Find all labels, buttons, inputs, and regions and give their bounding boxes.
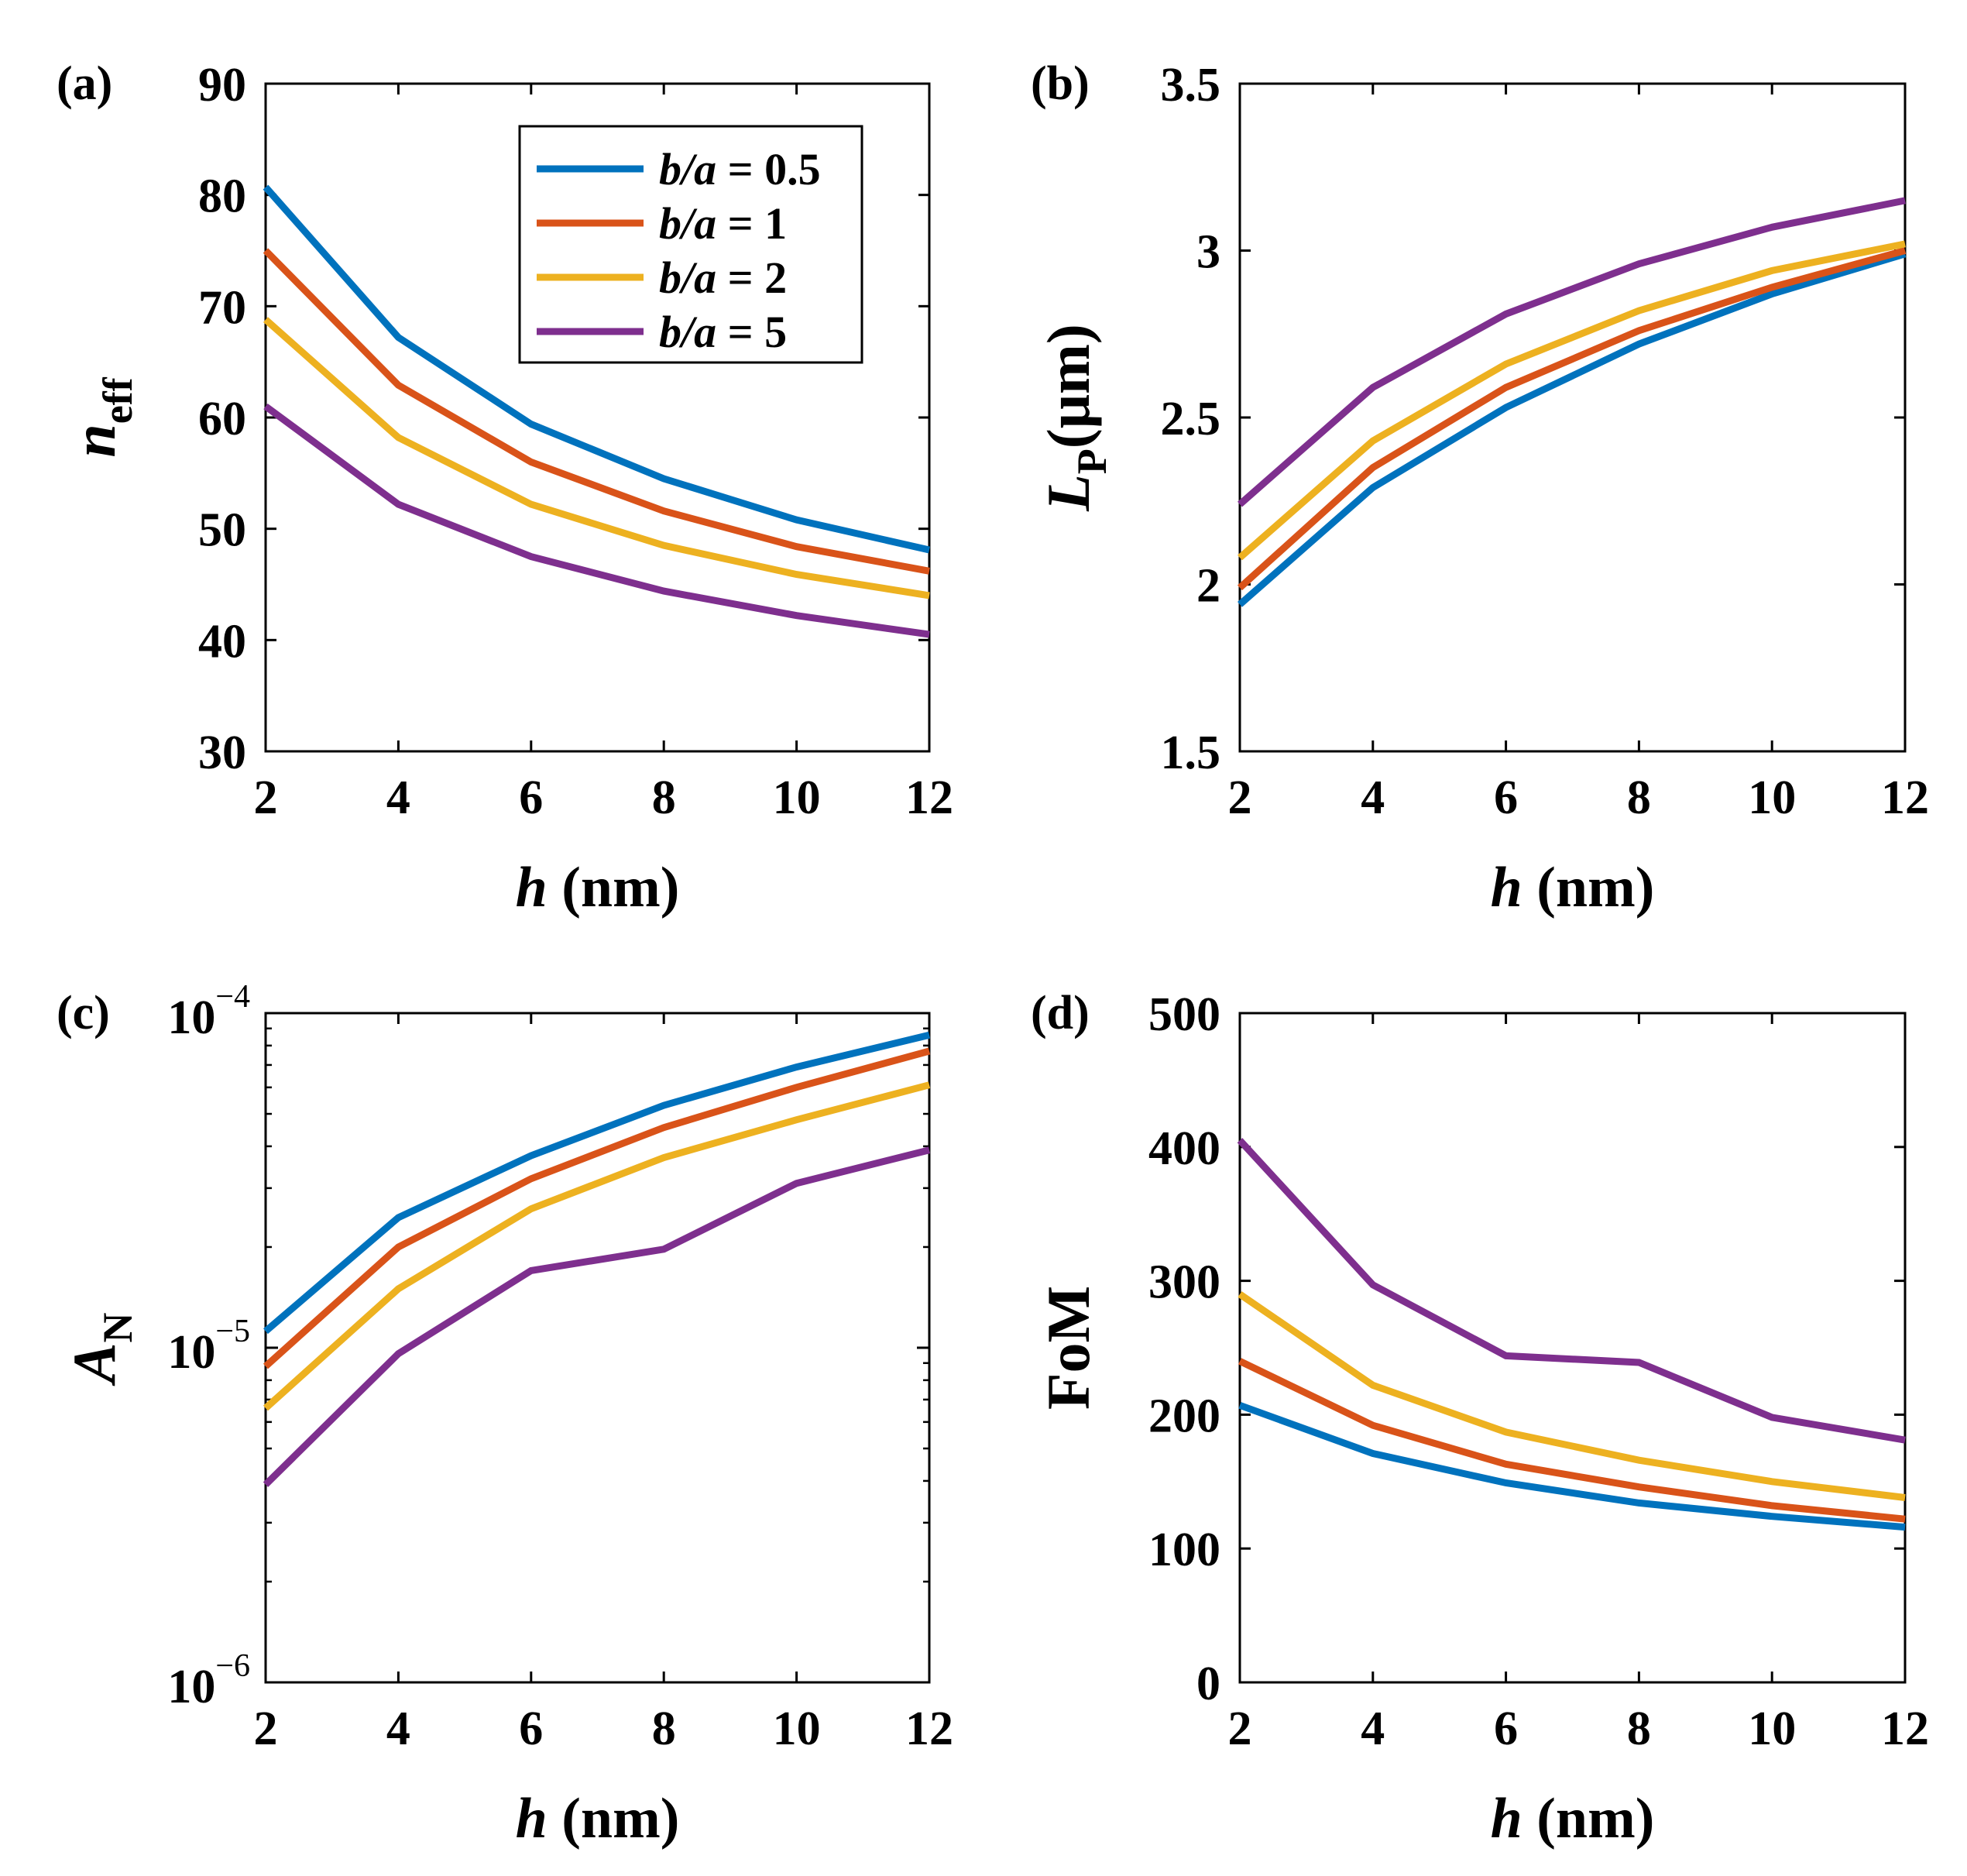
- x-tick-label: 2: [254, 771, 278, 824]
- series-line-2: [263, 1047, 931, 1369]
- panel-label: (d): [1031, 987, 1090, 1039]
- x-tick-label: 4: [386, 1702, 410, 1755]
- x-tick-label: 2: [1228, 1702, 1252, 1755]
- x-axis-label: h (nm): [1491, 856, 1655, 919]
- panel-label: (c): [57, 987, 110, 1039]
- y-tick-label: 300: [1148, 1256, 1220, 1309]
- x-axis-label: h (nm): [516, 1787, 680, 1850]
- y-tick-label: 0: [1196, 1658, 1220, 1710]
- x-tick-label: 8: [1627, 1702, 1651, 1755]
- x-tick-label: 8: [1627, 771, 1651, 824]
- x-tick-label: 12: [905, 1702, 953, 1755]
- legend: b/a = 0.5b/a = 1b/a = 2b/a = 5: [518, 125, 863, 364]
- x-axis-label: h (nm): [1491, 1787, 1655, 1850]
- series-line-2: [263, 248, 930, 575]
- x-tick-label: 12: [1881, 771, 1929, 824]
- legend-entry: b/a = 0.5: [659, 144, 821, 194]
- y-tick-label: 400: [1148, 1122, 1220, 1175]
- panel-b: 2 4 6 8 10 121.522.533.5(b)h (nm)LP(μm): [1031, 57, 1929, 919]
- y-tick-label: 10−6: [167, 1648, 250, 1713]
- y-axis-label: FoM: [1035, 1286, 1102, 1410]
- series-line-2: [1238, 1358, 1906, 1523]
- x-tick-label: 6: [1494, 1702, 1518, 1755]
- y-tick-label: 50: [198, 504, 246, 557]
- y-tick-label: 90: [198, 59, 246, 112]
- x-tick-label: 10: [1748, 1702, 1796, 1755]
- series-line-4: [1237, 1138, 1906, 1444]
- series-line-3: [1238, 1291, 1906, 1501]
- series-line-4: [263, 403, 930, 638]
- y-tick-label: 80: [198, 170, 246, 223]
- y-axis-label: LP(μm): [1035, 324, 1115, 512]
- series-line-3: [263, 317, 930, 600]
- y-tick-label: 3.5: [1161, 59, 1221, 112]
- y-tick-label: 60: [198, 393, 246, 445]
- series-line-1: [1238, 250, 1907, 607]
- y-tick-label: 100: [1148, 1524, 1220, 1576]
- legend-entry: b/a = 5: [659, 307, 787, 357]
- x-tick-label: 8: [652, 771, 676, 824]
- y-tick-label: 30: [198, 727, 246, 779]
- y-axis-label: neff: [60, 376, 141, 457]
- x-tick-label: 10: [773, 771, 821, 824]
- x-tick-label: 10: [1748, 771, 1796, 824]
- series-line-1: [1238, 1402, 1906, 1531]
- series-line-3: [1238, 240, 1906, 561]
- panel-label: (b): [1031, 57, 1090, 110]
- x-tick-label: 8: [652, 1702, 676, 1755]
- x-tick-label: 6: [1494, 771, 1518, 824]
- y-tick-label: 1.5: [1161, 727, 1221, 779]
- x-tick-label: 12: [905, 771, 953, 824]
- panel-label: (a): [57, 57, 112, 110]
- x-axis-label: h (nm): [516, 856, 680, 919]
- panel-c: 2 4 6 8 10 12 10−6 10−5 10−4 (c) h (nm) AN: [57, 979, 953, 1850]
- series-line-1: [263, 1031, 931, 1335]
- y-tick-label: 500: [1148, 988, 1220, 1041]
- x-tick-label: 12: [1881, 1702, 1929, 1755]
- x-tick-label: 4: [386, 771, 410, 824]
- y-tick-label: 10−5: [167, 1314, 250, 1379]
- y-tick-label: 10−4: [167, 979, 250, 1044]
- panel-a: 2 4 6 8 10 12 30 40 50 60 70 80 90 (a) h (nm) neff b/a =…: [57, 57, 953, 919]
- series-line-1: [263, 184, 930, 554]
- x-tick-label: 2: [1228, 771, 1252, 824]
- series-line-4: [263, 1146, 931, 1487]
- legend-entry: b/a = 1: [659, 198, 787, 249]
- y-axis-label: AN: [60, 1312, 141, 1386]
- y-tick-label: 2.5: [1161, 393, 1221, 445]
- axes-frame: [1238, 1012, 1907, 1684]
- panel-d: 2 4 6 8 10 12 0 100 200 300 400 500 (d) h (nm) FoM: [1031, 987, 1929, 1850]
- series-line-3: [263, 1081, 931, 1411]
- x-tick-label: 4: [1361, 1702, 1385, 1755]
- x-tick-label: 6: [519, 771, 543, 824]
- legend-entry: b/a = 2: [659, 253, 787, 303]
- y-tick-label: 2: [1196, 560, 1220, 613]
- y-tick-label: 200: [1148, 1390, 1220, 1442]
- y-tick-label: 3: [1196, 226, 1220, 279]
- series-line-2: [1237, 247, 1907, 591]
- y-tick-label: 40: [198, 615, 246, 668]
- x-tick-label: 10: [773, 1702, 821, 1755]
- series-line-4: [1238, 197, 1906, 507]
- y-tick-label: 70: [198, 281, 246, 334]
- x-tick-label: 4: [1361, 771, 1385, 824]
- x-tick-label: 2: [254, 1702, 278, 1755]
- x-tick-label: 6: [519, 1702, 543, 1755]
